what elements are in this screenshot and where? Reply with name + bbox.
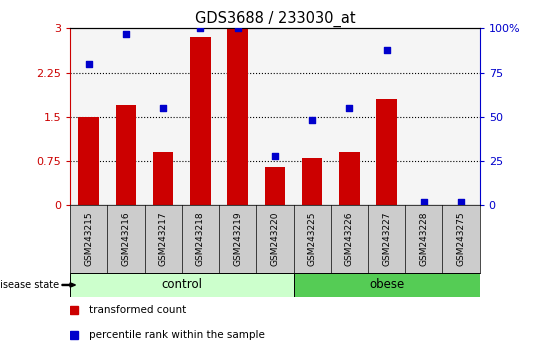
Text: GSM243225: GSM243225 bbox=[308, 212, 316, 266]
Bar bbox=[376, 99, 397, 205]
Text: GSM243227: GSM243227 bbox=[382, 212, 391, 266]
Text: GSM243216: GSM243216 bbox=[121, 212, 130, 266]
Text: GSM243220: GSM243220 bbox=[271, 212, 279, 266]
Bar bbox=[339, 152, 360, 205]
Point bbox=[419, 199, 428, 205]
Bar bbox=[265, 167, 285, 205]
Point bbox=[382, 47, 391, 52]
Bar bbox=[70, 273, 294, 297]
Text: disease state: disease state bbox=[0, 280, 59, 290]
Text: GSM243218: GSM243218 bbox=[196, 212, 205, 266]
Text: GSM243215: GSM243215 bbox=[84, 212, 93, 266]
Bar bbox=[153, 152, 174, 205]
Bar bbox=[79, 117, 99, 205]
Title: GDS3688 / 233030_at: GDS3688 / 233030_at bbox=[195, 11, 355, 27]
Point bbox=[308, 118, 316, 123]
Text: GSM243217: GSM243217 bbox=[158, 212, 168, 266]
Text: GSM243275: GSM243275 bbox=[457, 212, 466, 266]
Text: transformed count: transformed count bbox=[88, 305, 186, 315]
Text: obese: obese bbox=[369, 279, 404, 291]
Bar bbox=[294, 273, 480, 297]
Text: GSM243226: GSM243226 bbox=[345, 212, 354, 266]
Point bbox=[271, 153, 279, 159]
Point bbox=[196, 25, 205, 31]
Text: percentile rank within the sample: percentile rank within the sample bbox=[88, 330, 264, 339]
Text: GSM243219: GSM243219 bbox=[233, 212, 242, 266]
Bar bbox=[190, 37, 211, 205]
Point bbox=[122, 31, 130, 36]
Point bbox=[85, 61, 93, 67]
Bar bbox=[227, 28, 248, 205]
Point bbox=[159, 105, 168, 111]
Point bbox=[233, 25, 242, 31]
Point bbox=[345, 105, 354, 111]
Bar bbox=[116, 105, 136, 205]
Text: control: control bbox=[161, 279, 202, 291]
Bar bbox=[302, 158, 322, 205]
Point bbox=[457, 199, 465, 205]
Text: GSM243228: GSM243228 bbox=[419, 212, 429, 266]
